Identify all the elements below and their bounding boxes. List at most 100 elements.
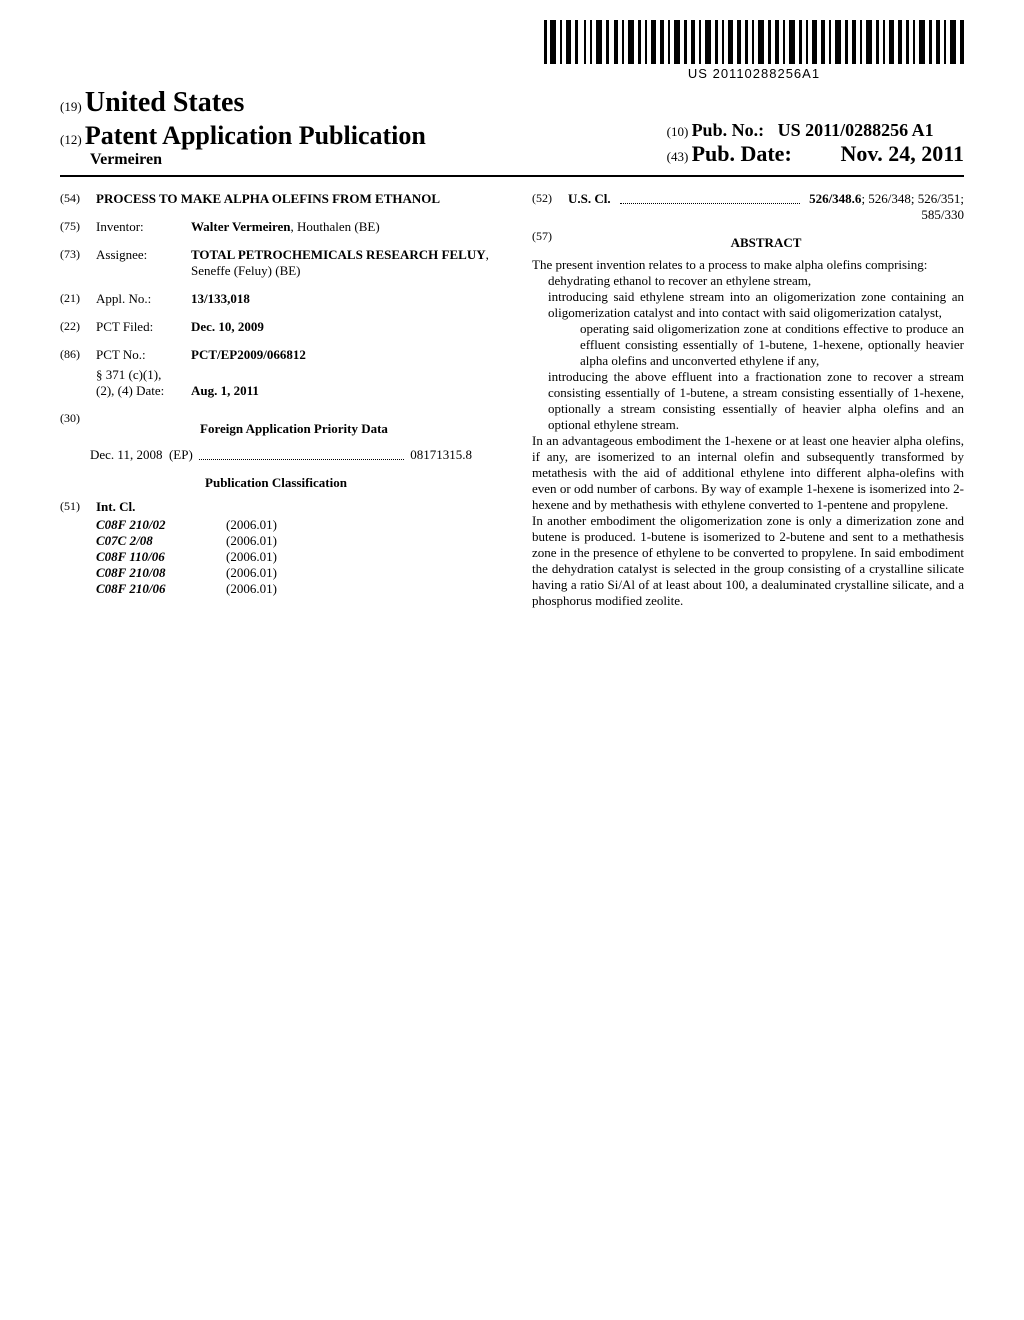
intcl-item-ver: (2006.01) [226,517,277,533]
intcl-item-code: C08F 110/06 [96,549,226,565]
intcl-item-code: C08F 210/08 [96,565,226,581]
assignee-section: (73) Assignee: TOTAL PETROCHEMICALS RESE… [60,247,492,279]
applno-section: (21) Appl. No.: 13/133,018 [60,291,492,307]
applno-label: Appl. No.: [96,291,191,307]
s371-line2-label: (2), (4) Date: [96,383,191,399]
barcode: US 20110288256A1 [544,20,964,81]
prio-cc: (EP) [169,447,193,463]
intcl-row: C08F 110/06(2006.01) [96,549,492,565]
pubno-line: (10) Pub. No.: US 2011/0288256 A1 [667,120,964,141]
abstract-body: The present invention relates to a proce… [532,257,964,609]
pctfiled-value: Dec. 10, 2009 [191,319,492,335]
country-code: (19) [60,99,82,114]
intcl-label: Int. Cl. [96,499,492,515]
intcl-row: C08F 210/06(2006.01) [96,581,492,597]
intcl-code: (51) [60,499,96,514]
uscl-label: U.S. Cl. [568,191,611,207]
intcl-item-ver: (2006.01) [226,581,277,597]
barcode-text: US 20110288256A1 [544,66,964,81]
inventor-section: (75) Inventor: Walter Vermeiren, Houthal… [60,219,492,235]
uscl-main: 526/348.6 [809,191,861,207]
pctfiled-section: (22) PCT Filed: Dec. 10, 2009 [60,319,492,335]
abstract-bullet: introducing said ethylene stream into an… [548,289,964,321]
abstract-bullet: operating said oligomerization zone at c… [580,321,964,369]
inventor-value: Walter Vermeiren, Houthalen (BE) [191,219,492,235]
prio-num: 08171315.8 [410,447,472,463]
applno-code: (21) [60,291,96,306]
inventor-label: Inventor: [96,219,191,235]
uscl-rest: ; 526/348; 526/351; [861,191,964,207]
inventor-name: Walter Vermeiren [191,219,291,234]
pubno-label: Pub. No.: [692,120,765,140]
abstract-code: (57) [532,229,568,257]
pctno-code: (86) [60,347,96,362]
abstract-bullet: introducing the above effluent into a fr… [548,369,964,433]
intcl-row: C07C 2/08(2006.01) [96,533,492,549]
header-left: (19) United States (12) Patent Applicati… [60,87,426,169]
country-name: United States [85,87,244,118]
assignee-label: Assignee: [96,247,191,263]
patent-title: PROCESS TO MAKE ALPHA OLEFINS FROM ETHAN… [96,191,492,207]
uscl-line2: 585/330 [532,207,964,223]
prio-dots [199,447,404,460]
pubdate-label: Pub. Date: [692,141,792,166]
assignee-name: TOTAL PETROCHEMICALS RESEARCH FELUY [191,247,486,262]
assignee-code: (73) [60,247,96,262]
s371-date: Aug. 1, 2011 [191,383,492,399]
abstract-bullets: dehydrating ethanol to recover an ethyle… [548,273,964,433]
pubno-code: (10) [667,124,689,139]
intcl-item-ver: (2006.01) [226,565,277,581]
intcl-item-code: C08F 210/06 [96,581,226,597]
header-pubtype: (12) Patent Application Publication [60,121,426,151]
intcl-item-ver: (2006.01) [226,549,277,565]
assignee-value: TOTAL PETROCHEMICALS RESEARCH FELUY, Sen… [191,247,492,279]
abstract-bullet: dehydrating ethanol to recover an ethyle… [548,273,964,289]
intcl-item-code: C07C 2/08 [96,533,226,549]
pubtype-text: Patent Application Publication [85,121,426,150]
pctno-section: (86) PCT No.: PCT/EP2009/066812 [60,347,492,363]
two-column-body: (54) PROCESS TO MAKE ALPHA OLEFINS FROM … [60,191,964,609]
pctno-value: PCT/EP2009/066812 [191,347,492,363]
s371-line2: (2), (4) Date: Aug. 1, 2011 [60,383,492,399]
divider-heavy [60,175,964,177]
intcl-item-code: C08F 210/02 [96,517,226,533]
abstract-para2: In an advantageous embodiment the 1-hexe… [532,433,964,513]
applno-value: 13/133,018 [191,291,492,307]
prio-date: Dec. 11, 2008 [90,447,162,463]
inventor-loc: , Houthalen (BE) [291,219,380,234]
s371-label: § 371 (c)(1), [96,367,492,383]
title-code: (54) [60,191,96,206]
abstract-para1: The present invention relates to a proce… [532,257,964,273]
pctfiled-code: (22) [60,319,96,334]
pubdate-value: Nov. 24, 2011 [841,141,964,166]
prio-code: (30) [60,411,96,447]
prio-row: Dec. 11, 2008 (EP) 08171315.8 [60,447,492,463]
uscl-dots [620,191,800,204]
prio-heading: Foreign Application Priority Data [96,421,492,437]
pubdate-line: (43) Pub. Date: Nov. 24, 2011 [667,141,964,167]
uscl-code: (52) [532,191,568,207]
header-country: (19) United States [60,87,426,119]
left-column: (54) PROCESS TO MAKE ALPHA OLEFINS FROM … [60,191,492,609]
header-right: (10) Pub. No.: US 2011/0288256 A1 (43) P… [667,120,964,169]
intcl-section: (51) Int. Cl. [60,499,492,515]
abstract-heading: ABSTRACT [568,235,964,251]
intcl-row: C08F 210/02(2006.01) [96,517,492,533]
priority-section: (30) Foreign Application Priority Data D… [60,411,492,463]
pubdate-code: (43) [667,149,689,164]
right-column: (52) U.S. Cl. 526/348.6; 526/348; 526/35… [532,191,964,609]
uscl-section: (52) U.S. Cl. 526/348.6; 526/348; 526/35… [532,191,964,207]
pctno-label: PCT No.: [96,347,191,363]
title-section: (54) PROCESS TO MAKE ALPHA OLEFINS FROM … [60,191,492,207]
intcl-row: C08F 210/08(2006.01) [96,565,492,581]
abstract-para3: In another embodiment the oligomerizatio… [532,513,964,609]
pubclass-heading: Publication Classification [60,475,492,491]
barcode-region: US 20110288256A1 [60,20,964,83]
inventor-code: (75) [60,219,96,234]
intcl-list: C08F 210/02(2006.01) C07C 2/08(2006.01) … [96,517,492,597]
header-row: (19) United States (12) Patent Applicati… [60,87,964,169]
pctfiled-label: PCT Filed: [96,319,191,335]
pubno-value: US 2011/0288256 A1 [778,120,934,140]
intcl-item-ver: (2006.01) [226,533,277,549]
s371-line1: § 371 (c)(1), [60,367,492,383]
